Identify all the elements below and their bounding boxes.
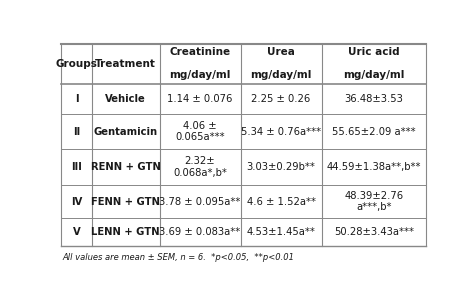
Text: 4.06 ±
0.065a***: 4.06 ± 0.065a*** xyxy=(175,121,225,142)
Text: 1.14 ± 0.076: 1.14 ± 0.076 xyxy=(167,94,233,104)
Text: V: V xyxy=(73,227,81,237)
Text: 36.48±3.53: 36.48±3.53 xyxy=(344,94,403,104)
Text: 50.28±3.43a***: 50.28±3.43a*** xyxy=(334,227,414,237)
Text: 3.78 ± 0.095a**: 3.78 ± 0.095a** xyxy=(159,197,241,207)
Text: 3.03±0.29b**: 3.03±0.29b** xyxy=(246,162,316,172)
Text: 2.32±
0.068a*,b*: 2.32± 0.068a*,b* xyxy=(173,156,227,178)
Text: 55.65±2.09 a***: 55.65±2.09 a*** xyxy=(332,127,416,136)
Text: Groups: Groups xyxy=(55,59,98,69)
Text: III: III xyxy=(71,162,82,172)
Text: Uric acid

mg/day/ml: Uric acid mg/day/ml xyxy=(343,47,404,80)
Text: Treatment: Treatment xyxy=(95,59,156,69)
Text: Creatinine

mg/day/ml: Creatinine mg/day/ml xyxy=(169,47,231,80)
Text: Urea

mg/day/ml: Urea mg/day/ml xyxy=(250,47,312,80)
Text: Vehicle: Vehicle xyxy=(105,94,146,104)
Text: All values are mean ± SEM, n = 6.  *p<0.05,  **p<0.01: All values are mean ± SEM, n = 6. *p<0.0… xyxy=(63,253,295,262)
Text: RENN + GTN: RENN + GTN xyxy=(91,162,161,172)
Text: Gentamicin: Gentamicin xyxy=(94,127,158,136)
Text: IV: IV xyxy=(71,197,82,207)
Text: 44.59±1.38a**,b**: 44.59±1.38a**,b** xyxy=(327,162,421,172)
Text: 48.39±2.76
a***,b*: 48.39±2.76 a***,b* xyxy=(344,191,403,212)
Text: II: II xyxy=(73,127,80,136)
Text: LENN + GTN: LENN + GTN xyxy=(91,227,160,237)
Text: 2.25 ± 0.26: 2.25 ± 0.26 xyxy=(252,94,311,104)
Text: 4.6 ± 1.52a**: 4.6 ± 1.52a** xyxy=(246,197,316,207)
Text: FENN + GTN: FENN + GTN xyxy=(91,197,160,207)
Text: 3.69 ± 0.083a**: 3.69 ± 0.083a** xyxy=(159,227,241,237)
Text: 5.34 ± 0.76a***: 5.34 ± 0.76a*** xyxy=(241,127,321,136)
Text: 4.53±1.45a**: 4.53±1.45a** xyxy=(246,227,316,237)
Text: I: I xyxy=(75,94,78,104)
Bar xyxy=(61,44,426,246)
